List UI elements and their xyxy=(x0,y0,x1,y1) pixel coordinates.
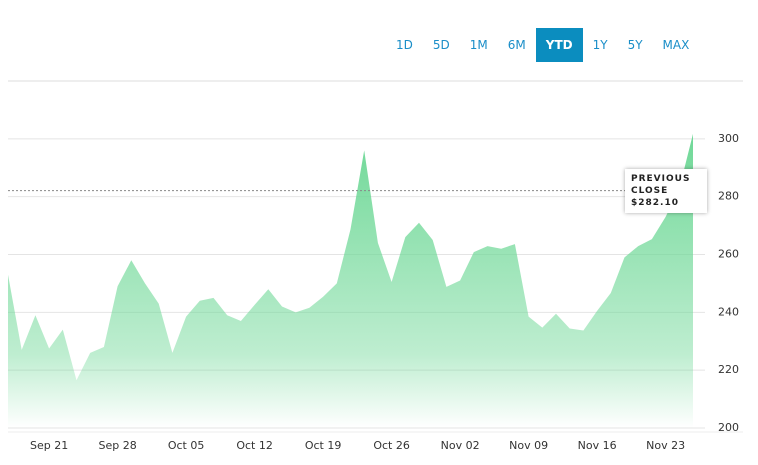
y-tick-label: 300 xyxy=(718,132,739,145)
x-tick-label: Nov 16 xyxy=(578,439,617,452)
y-tick-label: 220 xyxy=(718,363,739,376)
previous-close-title: PREVIOUS CLOSE xyxy=(631,173,691,196)
range-button[interactable]: 1D xyxy=(396,38,413,52)
range-selector: 1D 5D 1M 6M YTD 1Y 5Y MAX xyxy=(386,28,699,62)
range-button[interactable]: 1M xyxy=(469,38,488,52)
x-tick-label: Sep 28 xyxy=(98,439,136,452)
x-tick-label: Oct 26 xyxy=(373,439,410,452)
range-button[interactable]: 5D xyxy=(432,38,450,52)
x-tick-label: Oct 19 xyxy=(305,439,342,452)
y-tick-label: 280 xyxy=(718,190,739,203)
previous-close-label: $282.10 xyxy=(631,197,679,208)
x-tick-label: Oct 12 xyxy=(236,439,273,452)
x-tick-label: Nov 23 xyxy=(646,439,685,452)
price-area xyxy=(8,133,693,429)
y-tick-label: 260 xyxy=(718,248,739,261)
x-tick-label: Sep 21 xyxy=(30,439,68,452)
x-tick-label: Oct 05 xyxy=(168,439,205,452)
range-button[interactable]: MAX xyxy=(662,38,690,52)
y-tick-label: 200 xyxy=(718,421,739,434)
range-button[interactable]: 1Y xyxy=(592,38,608,52)
y-tick-label: 240 xyxy=(718,305,739,318)
previous-close-tooltip: PREVIOUS CLOSE $282.10 xyxy=(625,168,707,213)
x-tick-label: Nov 09 xyxy=(509,439,548,452)
range-button[interactable]: YTD xyxy=(535,28,583,62)
range-button[interactable]: 6M xyxy=(507,38,526,52)
x-tick-label: Nov 02 xyxy=(441,439,480,452)
range-button[interactable]: 5Y xyxy=(627,38,643,52)
